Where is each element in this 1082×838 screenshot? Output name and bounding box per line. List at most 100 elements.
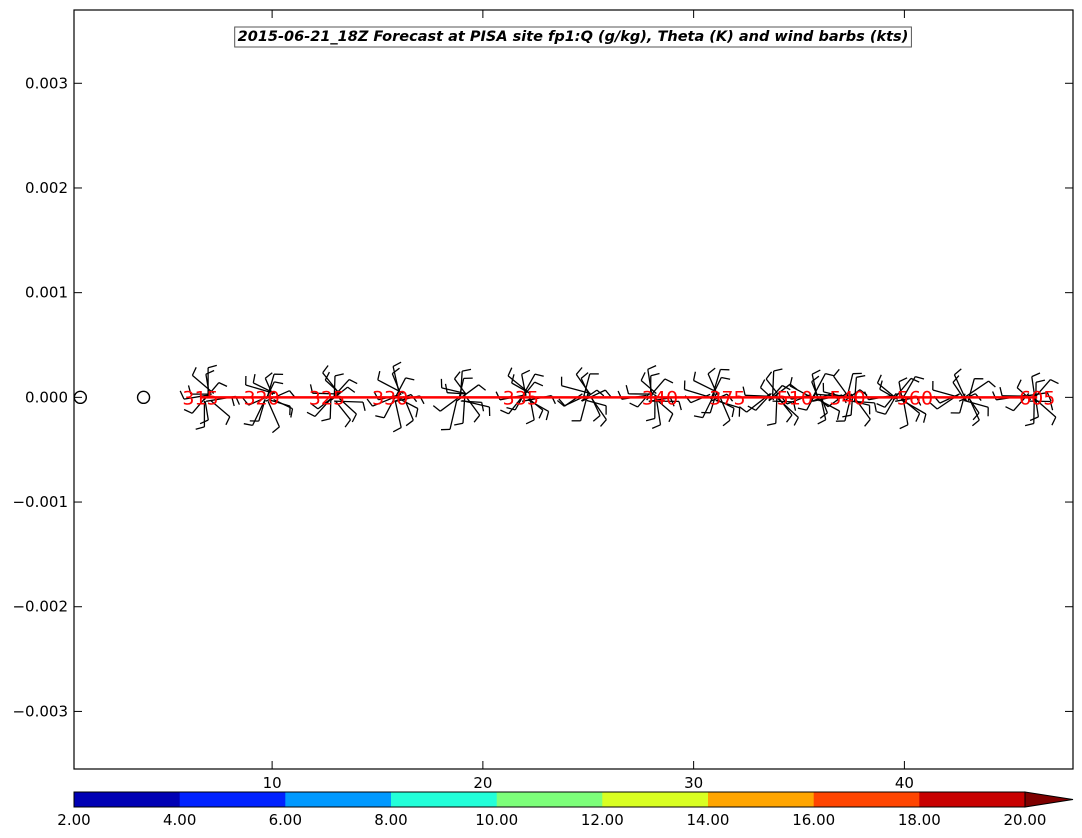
theta-label: 315	[182, 387, 218, 409]
wind-barb-flag	[592, 415, 601, 422]
wind-barb	[719, 396, 731, 421]
wind-barb-cluster	[739, 368, 799, 426]
wind-barb	[963, 380, 989, 399]
wind-barb-flag	[600, 419, 607, 427]
wind-barb-flag	[309, 384, 314, 394]
plot-frame	[73, 9, 1074, 770]
wind-barb	[439, 396, 460, 412]
wind-barb	[462, 394, 466, 424]
wind-barb-flag	[766, 422, 776, 426]
wind-barb-flag	[344, 419, 352, 428]
wind-barb-flag	[392, 427, 402, 433]
colorbar-segment	[74, 792, 181, 807]
wind-barb-flag	[306, 411, 316, 417]
wind-barb	[586, 399, 607, 407]
wind-barb	[338, 398, 357, 415]
wind-barb	[811, 373, 826, 400]
axes: 0.003 0.002 0.001 0.000 −0.001 −0.002 −0.003 10…	[12, 9, 1074, 792]
wind-barb-flag	[377, 370, 381, 381]
wind-barb-flag	[473, 414, 481, 423]
wind-barb-flag	[511, 374, 515, 384]
colorbar: 2.00 4.00 6.00 8.00 10.00 12.00 14.00 16.00 18.0…	[57, 791, 1074, 829]
wind-barb	[819, 395, 827, 420]
wind-barb	[655, 394, 662, 425]
theta-label: 340	[642, 387, 678, 409]
wind-barb-flag	[722, 419, 731, 427]
colorbar-segment	[602, 792, 709, 807]
wind-barb	[590, 396, 601, 416]
wind-barb	[1032, 379, 1051, 400]
wind-barb	[580, 378, 590, 395]
colorbar-segment	[391, 792, 498, 807]
x-tick-label: 10	[263, 774, 282, 792]
wind-barb-flag	[521, 369, 531, 375]
wind-barb-flag	[575, 367, 583, 375]
wind-barb-flag	[348, 378, 358, 385]
wind-barb-flag	[415, 408, 419, 418]
wind-barb-flag	[825, 372, 835, 377]
wind-barb-flag	[604, 389, 612, 398]
wind-barb	[849, 399, 870, 406]
wind-barb-flag	[225, 416, 231, 426]
wind-barb-flag	[252, 373, 256, 384]
wind-barb	[270, 399, 291, 407]
colorbar-tick-label: 14.00	[687, 811, 730, 829]
wind-barb-flag	[351, 413, 357, 423]
theta-label: 335	[503, 387, 539, 409]
wind-barb-flag	[972, 412, 980, 421]
wind-barb-flag	[195, 426, 205, 430]
wind-barb-flag	[507, 367, 513, 377]
colorbar-segment	[919, 792, 1026, 807]
wind-barb	[528, 395, 535, 421]
wind-barb	[267, 401, 280, 428]
wind-barb-flag	[580, 372, 589, 379]
wind-barb-flag	[534, 381, 544, 387]
wind-barb	[707, 373, 718, 396]
wind-barb-flag	[1016, 379, 1022, 389]
calm-wind-marker	[136, 390, 151, 405]
colorbar-tick-label: 10.00	[475, 811, 518, 829]
wind-barb-flag	[817, 419, 826, 425]
wind-barb-flag	[876, 411, 886, 415]
wind-barb-flag	[739, 406, 747, 413]
wind-barb-flag	[391, 367, 400, 375]
wind-barb-flag	[811, 375, 820, 383]
wind-barb-flag	[813, 385, 817, 395]
y-tick-label: 0.002	[25, 179, 68, 197]
wind-barb	[967, 396, 980, 421]
colorbar-tick-label: 8.00	[374, 811, 407, 829]
wind-barb-flag	[1031, 372, 1041, 378]
wind-barb-flag	[545, 411, 550, 421]
wind-barb-flag	[916, 397, 922, 406]
wind-barb	[561, 385, 591, 395]
theta-label: 510	[777, 387, 813, 409]
colorbar-segment	[813, 792, 920, 807]
wind-barb-flag	[820, 400, 829, 408]
wind-barb-flag	[742, 386, 746, 396]
wind-barb	[508, 397, 522, 415]
wind-barb-flag	[922, 413, 927, 423]
wind-barb	[846, 373, 854, 399]
wind-barb	[637, 392, 650, 408]
x-tick-label: 20	[473, 774, 492, 792]
wind-barb	[654, 398, 674, 415]
colorbar-tick-label: 2.00	[57, 811, 90, 829]
wind-barb-flag	[731, 408, 735, 418]
wind-barb-flag	[640, 372, 646, 381]
wind-barb-cluster	[306, 365, 366, 428]
wind-barb	[393, 377, 407, 400]
wind-barb	[901, 376, 916, 401]
wind-barb-flag	[525, 419, 535, 425]
wind-barb-cluster	[929, 368, 996, 427]
wind-barb-flag	[915, 413, 921, 422]
x-tick-label: 30	[684, 774, 703, 792]
wind-barb-flag	[322, 365, 329, 374]
wind-barb-flag	[1035, 379, 1046, 383]
wind-barb	[775, 394, 778, 424]
wind-barb	[258, 399, 266, 422]
wind-barb-flag	[645, 417, 655, 422]
chart-title: 2015-06-21_18Z Forecast at PISA site fp1…	[238, 29, 909, 45]
wind-barb	[191, 397, 206, 414]
colorbar-tick-label: 18.00	[898, 811, 941, 829]
